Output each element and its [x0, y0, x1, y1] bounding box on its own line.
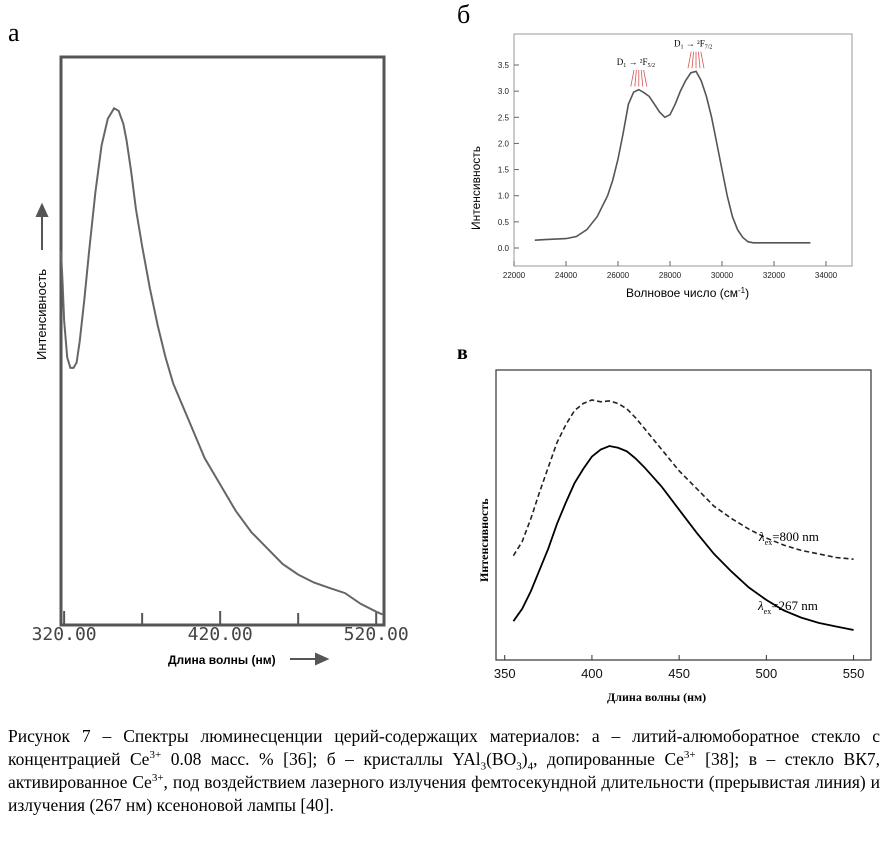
chart-v-xtick-label: 500: [755, 666, 777, 681]
panel-b-letter: б: [457, 0, 471, 29]
chart-v-legend-solid: λex=267 nm: [757, 598, 818, 616]
chart-b-ytick-label: 3.0: [498, 87, 510, 96]
chart-a-xlabel: Длина волны (нм): [168, 653, 276, 667]
chart-b-xlabel: Волновое число (см-1): [626, 286, 749, 300]
chart-b-annotation: D1 → ²F7/2: [674, 39, 712, 51]
chart-b-ytick-label: 0.0: [498, 244, 510, 253]
chart-v-legend-dashed: λex=800 nm: [758, 529, 819, 547]
chart-v-xtick-label: 350: [494, 666, 516, 681]
chart-a-frame: [59, 55, 386, 627]
chart-b-ytick-label: 1.5: [498, 166, 510, 175]
chart-v-ylabel: Интенсивность: [477, 498, 491, 582]
chart-b-annotation-arrow: [630, 69, 635, 87]
chart-a-ylabel: Интенсивность: [34, 269, 49, 360]
chart-b-annotation: D1 → ²F5/2: [617, 57, 655, 69]
chart-b-xtick-label: 24000: [555, 271, 578, 280]
chart-b-ytick-label: 2.0: [498, 139, 510, 148]
panel-v-letter: в: [457, 342, 468, 364]
chart-b-annotation-arrow: [691, 51, 694, 69]
chart-a-xtick-label: 520.00: [344, 624, 409, 645]
chart-b-xtick-label: 26000: [607, 271, 630, 280]
chart-b-xtick-label: 34000: [815, 271, 838, 280]
chart-b-annotation-arrow: [634, 69, 637, 87]
chart-b-ytick-label: 2.5: [498, 113, 510, 122]
chart-b-curve: [534, 70, 811, 244]
chart-b-annotation-arrow: [700, 51, 705, 69]
chart-b-annotation-arrow: [643, 69, 648, 87]
chart-a-curve: [60, 106, 383, 616]
chart-b-frame: [513, 33, 853, 267]
chart-v-xtick-label: 450: [668, 666, 690, 681]
chart-v-series-dashed: [512, 399, 854, 560]
chart-v-xlabel: Длина волны (нм): [607, 690, 706, 704]
chart-b-xtick-label: 30000: [711, 271, 734, 280]
figure-caption: Рисунок 7 – Спектры люминесценции церий-…: [8, 726, 881, 815]
chart-b-annotation-arrow: [687, 51, 692, 69]
chart-v-frame: [495, 369, 872, 661]
chart-b-annotation-arrow: [640, 69, 644, 87]
chart-b-ylabel: Интенсивность: [469, 146, 483, 230]
chart-b-ytick-label: 3.5: [498, 61, 510, 70]
chart-b-ytick-label: 0.5: [498, 218, 510, 227]
chart-v-xtick-label: 400: [581, 666, 603, 681]
chart-b-ytick-label: 1.0: [498, 192, 510, 201]
chart-b-xtick-label: 28000: [659, 271, 682, 280]
chart-v-xtick-label: 550: [843, 666, 865, 681]
panel-a-letter: а: [8, 18, 20, 47]
chart-v-series-solid: [512, 445, 854, 631]
chart-a-xarrow: [290, 652, 330, 666]
chart-a-xtick-label: 320.00: [32, 624, 97, 645]
chart-b-xtick-label: 22000: [503, 271, 526, 280]
chart-a-xtick-label: 420.00: [188, 624, 253, 645]
chart-a-yarrow: [35, 202, 49, 250]
chart-b-xtick-label: 32000: [763, 271, 786, 280]
chart-b-annotation-arrow: [698, 51, 701, 69]
